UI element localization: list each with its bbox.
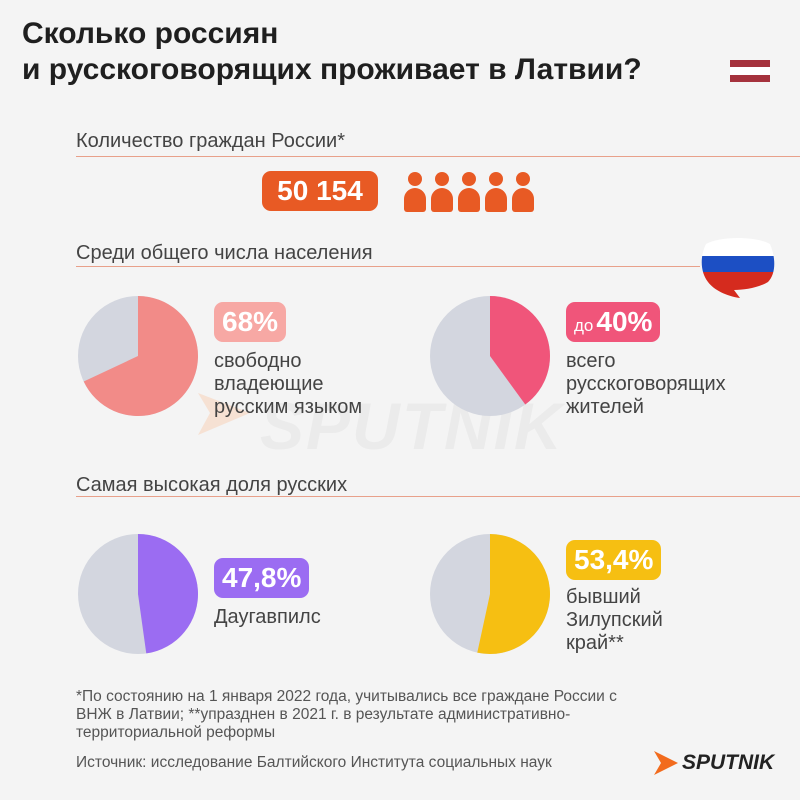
sputnik-logo-icon xyxy=(654,751,678,775)
source-note: Источник: исследование Балтийского Инсти… xyxy=(76,754,552,771)
latvia-flag-icon xyxy=(730,60,770,82)
pie-caption: бывший Зилупский край** xyxy=(566,586,663,655)
caption-line: всего xyxy=(566,350,616,372)
logo-text: SPUTNIK xyxy=(682,751,775,774)
caption-line: Даугавпилс xyxy=(214,606,321,628)
footnote: *По состоянию на 1 января 2022 года, учи… xyxy=(76,688,617,741)
pie-caption: всего русскоговорящих жителей xyxy=(566,350,726,419)
caption-line: бывший xyxy=(566,586,641,608)
pie-chart-zilupe xyxy=(430,534,550,654)
divider xyxy=(76,156,800,157)
title-line-2: и русскоговорящих проживает в Латвии? xyxy=(22,53,642,86)
citizens-count-badge: 50 154 xyxy=(262,171,378,211)
page-title: Сколько россиян и русскоговорящих прожив… xyxy=(22,16,642,88)
section-heading-citizens: Количество граждан России* xyxy=(76,130,345,152)
caption-line: край** xyxy=(566,632,624,654)
pie-chart-daugavpils xyxy=(78,534,199,654)
value-label: 40% xyxy=(596,306,653,337)
pie-chart-russian-speaking-residents xyxy=(430,296,550,416)
caption-line: русскоговорящих xyxy=(566,373,726,395)
caption-line: Зилупский xyxy=(566,609,663,631)
section-heading-highest-share: Самая высокая доля русских xyxy=(76,474,348,496)
value-badge: до 40% xyxy=(566,302,661,342)
sputnik-watermark xyxy=(198,393,250,435)
pie-chart-russian-speakers-fluent xyxy=(78,296,198,416)
value-label: 47,8% xyxy=(222,562,302,593)
value-label: 53,4% xyxy=(574,544,654,575)
russia-flag-icon xyxy=(701,238,775,298)
pie-caption: Даугавпилс xyxy=(214,606,321,629)
caption-line: жителей xyxy=(566,396,644,418)
caption-line: русским языком xyxy=(214,396,363,418)
pie-caption: свободно владеющие русским языком xyxy=(214,350,362,419)
value-label: 68% xyxy=(222,306,279,337)
pie-slice xyxy=(477,534,550,654)
pie-slice xyxy=(83,296,198,416)
title-line-1: Сколько россиян xyxy=(22,17,279,50)
pie-slice xyxy=(138,534,199,654)
value-badge: 68% xyxy=(214,302,287,342)
value-badge: 47,8% xyxy=(214,558,310,598)
divider xyxy=(76,266,700,267)
caption-line: владеющие xyxy=(214,373,324,395)
pie-slice xyxy=(490,296,550,405)
value-badge: 53,4% xyxy=(566,540,662,580)
value-prefix: до xyxy=(574,316,594,335)
caption-line: свободно xyxy=(214,350,302,372)
divider xyxy=(76,496,800,497)
section-heading-population: Среди общего числа населения xyxy=(76,242,373,264)
